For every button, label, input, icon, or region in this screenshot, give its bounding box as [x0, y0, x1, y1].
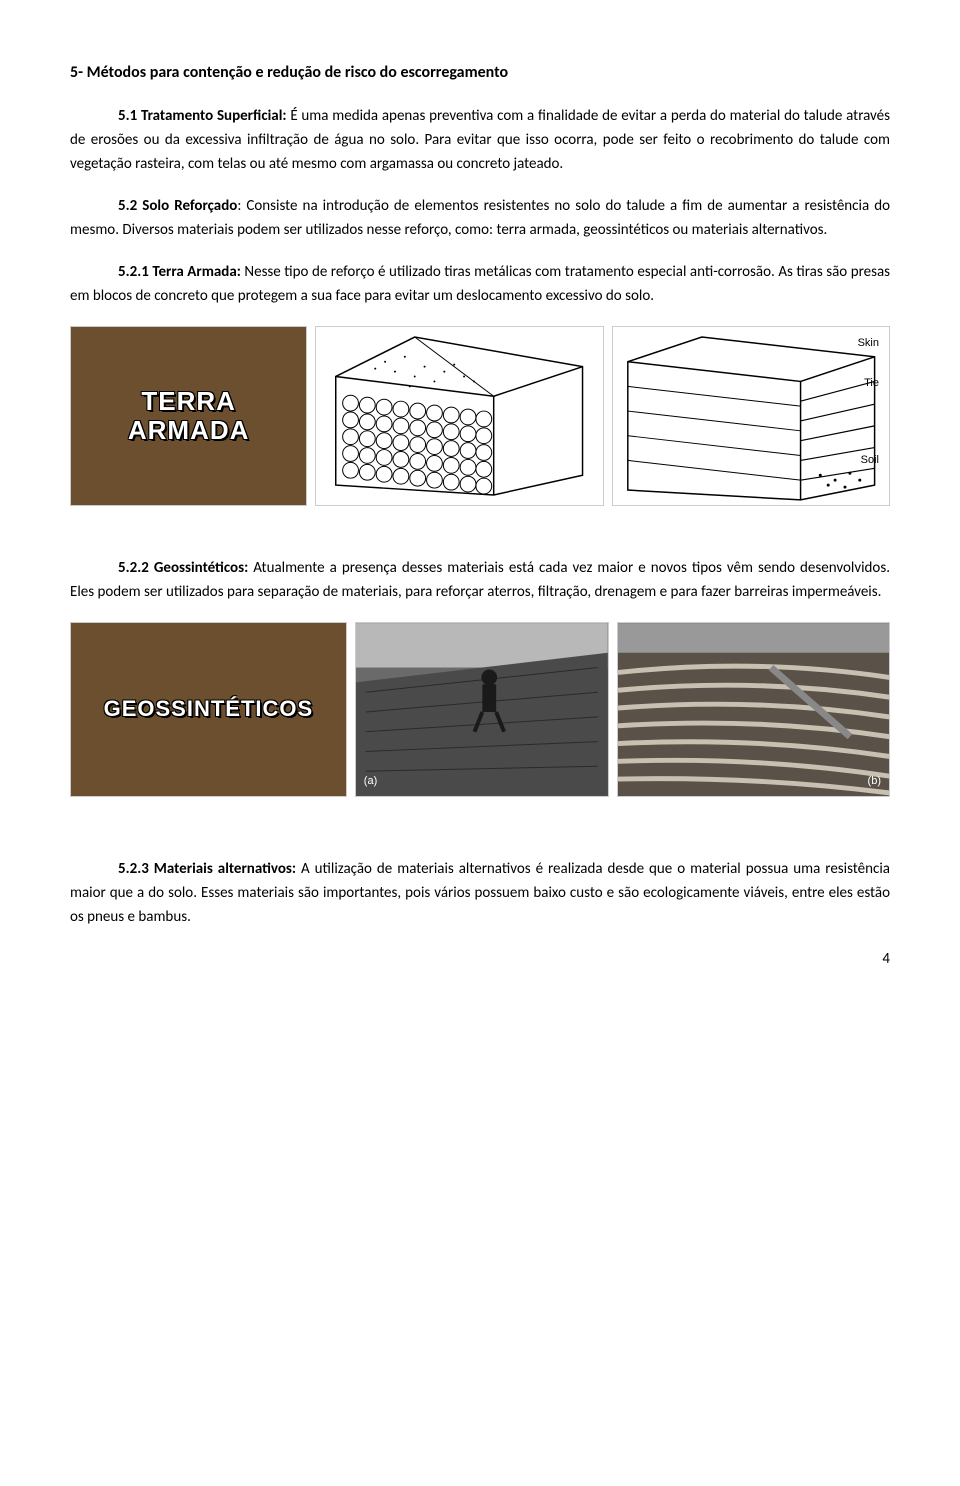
terra-armada-svg-2: [613, 327, 889, 505]
label-tie: Tie: [864, 375, 879, 393]
bold-5-2: 5.2 Solo Reforçado: [118, 197, 237, 215]
terra-armada-label: TERRA ARMADA: [85, 387, 292, 444]
figure-terra-armada: TERRA ARMADA: [70, 326, 890, 506]
paragraph-5-1: 5.1 Tratamento Superficial: É uma medida…: [70, 104, 890, 176]
label-soil: Soil: [861, 452, 879, 470]
geo-photo-svg-1: [356, 623, 608, 796]
section-heading: 5- Métodos para contenção e redução de r…: [70, 60, 890, 86]
page-number: 4: [70, 947, 890, 971]
bold-5-2-1: 5.2.1 Terra Armada:: [118, 263, 241, 281]
geossinteticos-photo-1: (a): [355, 622, 609, 797]
geossinteticos-photo-2: (b): [617, 622, 890, 797]
terra-armada-diagram-1: [315, 326, 603, 506]
geossinteticos-label-box: GEOSSINTÉTICOS: [70, 622, 347, 797]
paragraph-5-2-2: 5.2.2 Geossintéticos: Atualmente a prese…: [70, 556, 890, 604]
paragraph-5-2-1: 5.2.1 Terra Armada: Nesse tipo de reforç…: [70, 260, 890, 308]
paragraph-5-2: 5.2 Solo Reforçado: Consiste na introduç…: [70, 194, 890, 242]
terra-armada-diagram-2: Skin Tie Soil: [612, 326, 890, 506]
label-skin: Skin: [858, 335, 879, 353]
bold-5-2-3: 5.2.3 Materiais alternativos:: [118, 860, 296, 878]
bold-5-2-2: 5.2.2 Geossintéticos:: [118, 559, 248, 577]
terra-armada-svg-1: [316, 327, 602, 505]
terra-armada-label-box: TERRA ARMADA: [70, 326, 307, 506]
sublabel-b: (b): [868, 773, 881, 791]
geossinteticos-label: GEOSSINTÉTICOS: [104, 697, 314, 721]
bold-5-1: 5.1 Tratamento Superficial:: [118, 107, 287, 125]
geo-photo-svg-2: [618, 623, 889, 796]
figure-geossinteticos: GEOSSINTÉTICOS (a): [70, 622, 890, 797]
sublabel-a: (a): [364, 773, 377, 791]
paragraph-5-2-3: 5.2.3 Materiais alternativos: A utilizaç…: [70, 857, 890, 929]
